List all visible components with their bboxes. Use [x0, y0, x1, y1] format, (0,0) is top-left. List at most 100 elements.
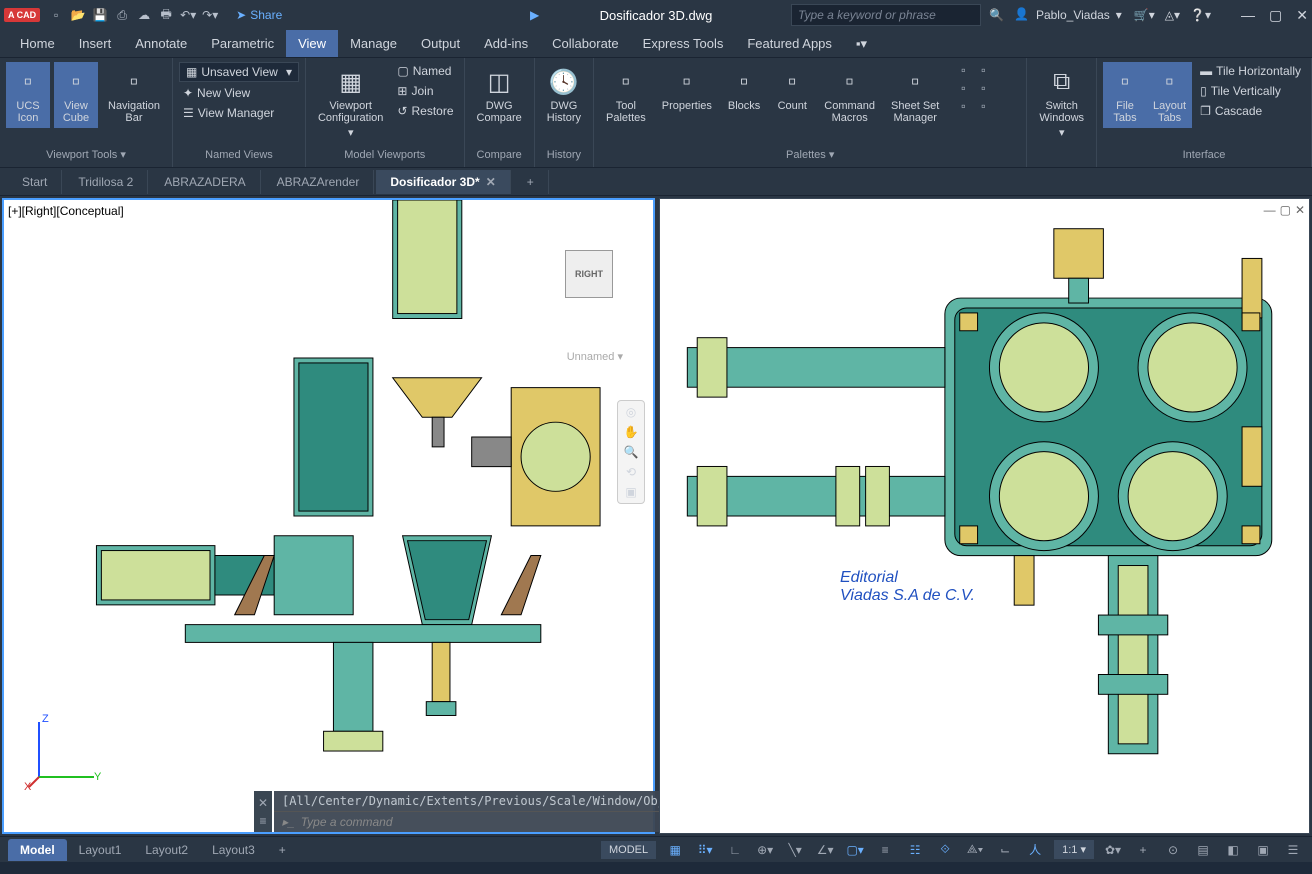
object-snap-icon[interactable]: ▢▾ [844, 839, 866, 861]
viewcube[interactable]: RIGHT [565, 250, 613, 298]
menu-item-featured-apps[interactable]: Featured Apps [735, 30, 844, 57]
named-button[interactable]: ▢Named [393, 62, 457, 80]
annomonitor-icon[interactable]: + [1132, 839, 1154, 861]
layout-tab-layout1[interactable]: Layout1 [67, 839, 134, 861]
ribbon-btn-sheet set[interactable]: ▫Sheet Set Manager [885, 62, 945, 128]
autodesk-icon[interactable]: ◬▾ [1165, 8, 1180, 22]
cascade-button[interactable]: ❐Cascade [1196, 102, 1305, 120]
saveas-icon[interactable]: ⎙ [114, 7, 130, 23]
isodraft-icon[interactable]: ╲▾ [784, 839, 806, 861]
tile-horizontal-button[interactable]: ▬Tile Horizontally [1196, 62, 1305, 80]
palette-small-icon[interactable]: ▫ [975, 80, 991, 96]
web-icon[interactable]: ☁ [136, 7, 152, 23]
menu-overflow[interactable]: ▪▾ [844, 30, 879, 58]
dwg-history-button[interactable]: 🕓 DWG History [541, 62, 587, 128]
maximize-icon[interactable]: ▢ [1269, 7, 1282, 24]
close-viewport-icon[interactable]: ✕ [1295, 203, 1305, 217]
zoom-icon[interactable]: 🔍 [624, 445, 639, 459]
menu-item-manage[interactable]: Manage [338, 30, 409, 57]
view-name-dropdown[interactable]: Unnamed ▾ [567, 350, 623, 363]
ribbon-btn-count[interactable]: ▫Count [770, 62, 814, 128]
menu-item-annotate[interactable]: Annotate [123, 30, 199, 57]
help-icon[interactable]: ❔▾ [1190, 8, 1211, 22]
ribbon-btn-layout[interactable]: ▫Layout Tabs [1147, 62, 1192, 128]
layout-tab-layout3[interactable]: Layout3 [200, 839, 267, 861]
layout-tab-model[interactable]: Model [8, 839, 67, 861]
plot-icon[interactable]: 🖶 [158, 7, 174, 23]
menu-item-express-tools[interactable]: Express Tools [631, 30, 736, 57]
maximize-viewport-icon[interactable]: ▢ [1280, 203, 1291, 217]
viewport-left[interactable]: [+][Right][Conceptual] RIGHT Unnamed ▾ ◎… [2, 198, 655, 834]
transparency-icon[interactable]: ☷ [904, 839, 926, 861]
open-icon[interactable]: 📂 [70, 7, 86, 23]
ribbon-btn-navigation[interactable]: ▫Navigation Bar [102, 62, 166, 128]
snap-icon[interactable]: ⠿▾ [694, 839, 716, 861]
units-icon[interactable]: ⊙ [1162, 839, 1184, 861]
lineweight-icon[interactable]: ≡ [874, 839, 896, 861]
new-view-button[interactable]: ✦New View [179, 84, 299, 102]
new-icon[interactable]: ▫ [48, 7, 64, 23]
minimize-viewport-icon[interactable]: — [1264, 203, 1276, 217]
ribbon-btn-file[interactable]: ▫File Tabs [1103, 62, 1147, 128]
workspace-icon[interactable]: ✿▾ [1102, 839, 1124, 861]
ribbon-btn-command[interactable]: ▫Command Macros [818, 62, 881, 128]
customization-icon[interactable]: ☰ [1282, 839, 1304, 861]
tile-vertical-button[interactable]: ▯Tile Vertically [1196, 82, 1305, 100]
grid-icon[interactable]: ▦ [664, 839, 686, 861]
add-layout-button[interactable]: + [267, 839, 298, 861]
cart-icon[interactable]: 🛒▾ [1134, 8, 1155, 22]
palette-small-icon[interactable]: ▫ [955, 98, 971, 114]
search-go-icon[interactable]: 🔍 [989, 8, 1004, 22]
orbit-icon[interactable]: ⟲ [626, 465, 636, 479]
ribbon-btn-properties[interactable]: ▫Properties [656, 62, 718, 128]
palette-small-icon[interactable]: ▫ [955, 80, 971, 96]
model-space-toggle[interactable]: MODEL [601, 841, 656, 859]
minimize-icon[interactable]: — [1241, 7, 1255, 24]
cycling-icon[interactable]: ⟐ [934, 839, 956, 861]
file-tab[interactable]: ABRAZADERA [150, 170, 260, 194]
search-input[interactable]: Type a keyword or phrase [791, 4, 981, 26]
menu-item-add-ins[interactable]: Add-ins [472, 30, 540, 57]
menu-item-output[interactable]: Output [409, 30, 472, 57]
ribbon-btn-view[interactable]: ▫View Cube [54, 62, 98, 128]
close-icon[interactable]: ✕ [1296, 7, 1308, 24]
file-tab[interactable]: Tridilosa 2 [64, 170, 148, 194]
pan-icon[interactable]: ✋ [624, 425, 639, 439]
file-tab[interactable]: Start [8, 170, 62, 194]
new-tab-button[interactable]: + [513, 170, 549, 194]
isolate-icon[interactable]: ◧ [1222, 839, 1244, 861]
steering-wheel-icon[interactable]: ◎ [626, 405, 636, 419]
scale-display[interactable]: 1:1 ▾ [1054, 840, 1094, 859]
save-icon[interactable]: 💾 [92, 7, 108, 23]
share-button[interactable]: ➤ Share [236, 8, 282, 22]
menu-item-insert[interactable]: Insert [67, 30, 124, 57]
annoscale-icon[interactable]: 人 [1024, 839, 1046, 861]
viewport-label[interactable]: [+][Right][Conceptual] [8, 204, 124, 218]
navigation-bar-3d[interactable]: ◎ ✋ 🔍 ⟲ ▣ [617, 400, 645, 504]
menu-item-home[interactable]: Home [8, 30, 67, 57]
ribbon-btn-ucs[interactable]: ▫UCS Icon [6, 62, 50, 128]
3dosnap-icon[interactable]: ⟁▾ [964, 839, 986, 861]
palette-small-icon[interactable]: ▫ [975, 62, 991, 78]
palette-small-icon[interactable]: ▫ [955, 62, 971, 78]
command-line-handle[interactable]: ✕≡ [254, 791, 272, 832]
layout-tab-layout2[interactable]: Layout2 [133, 839, 200, 861]
join-button[interactable]: ⊞Join [393, 82, 457, 100]
ribbon-btn-blocks[interactable]: ▫Blocks [722, 62, 766, 128]
user-menu[interactable]: 👤 Pablo_Viadas ▾ [1014, 7, 1122, 23]
showmotion-icon[interactable]: ▣ [625, 485, 636, 499]
dwg-compare-button[interactable]: ◫ DWG Compare [471, 62, 528, 128]
view-dropdown[interactable]: ▦ Unsaved View ▾ [179, 62, 299, 82]
ucs-icon[interactable]: Z Y X [24, 712, 104, 792]
file-tab[interactable]: ABRAZArender [263, 170, 375, 194]
search-play-icon[interactable]: ▶ [530, 8, 539, 22]
close-tab-icon[interactable]: ✕ [486, 175, 496, 189]
menu-item-parametric[interactable]: Parametric [199, 30, 286, 57]
menu-item-collaborate[interactable]: Collaborate [540, 30, 631, 57]
ribbon-btn-tool[interactable]: ▫Tool Palettes [600, 62, 652, 128]
hardware-icon[interactable]: ▣ [1252, 839, 1274, 861]
menu-item-view[interactable]: View [286, 30, 338, 57]
view-manager-button[interactable]: ☰View Manager [179, 104, 299, 122]
viewport-config-button[interactable]: ▦ Viewport Configuration ▾ [312, 62, 389, 143]
switch-windows-button[interactable]: ⧉ Switch Windows ▾ [1033, 62, 1090, 143]
